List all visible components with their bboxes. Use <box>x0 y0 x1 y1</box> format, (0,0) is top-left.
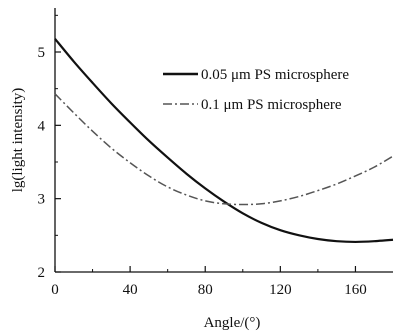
x-tick-label: 160 <box>344 282 367 298</box>
legend-label-2: 0.1 μm PS microsphere <box>201 97 342 113</box>
axes <box>54 8 393 273</box>
x-tick-label: 40 <box>123 282 138 298</box>
y-tick-label: 4 <box>38 118 46 134</box>
y-tick-label: 2 <box>38 265 46 281</box>
series-line-1 <box>54 38 394 244</box>
series-line-2 <box>54 93 394 206</box>
legend-label-1: 0.05 μm PS microsphere <box>201 67 349 83</box>
x-tick-label: 0 <box>51 282 59 298</box>
series-layer <box>54 38 394 244</box>
x-axis-ticks: 0 40 80 120 160 <box>51 266 367 298</box>
x-tick-label: 120 <box>269 282 292 298</box>
legend: 0.05 μm PS microsphere 0.1 μm PS microsph… <box>163 67 349 113</box>
y-tick-label: 5 <box>38 45 46 61</box>
y-axis-title: lg(light intensity) <box>10 88 26 193</box>
y-axis-ticks: 2 3 4 5 <box>38 14 61 281</box>
x-axis-title: Angle/(°) <box>204 315 261 331</box>
y-tick-label: 3 <box>38 192 46 208</box>
x-tick-label: 80 <box>198 282 213 298</box>
